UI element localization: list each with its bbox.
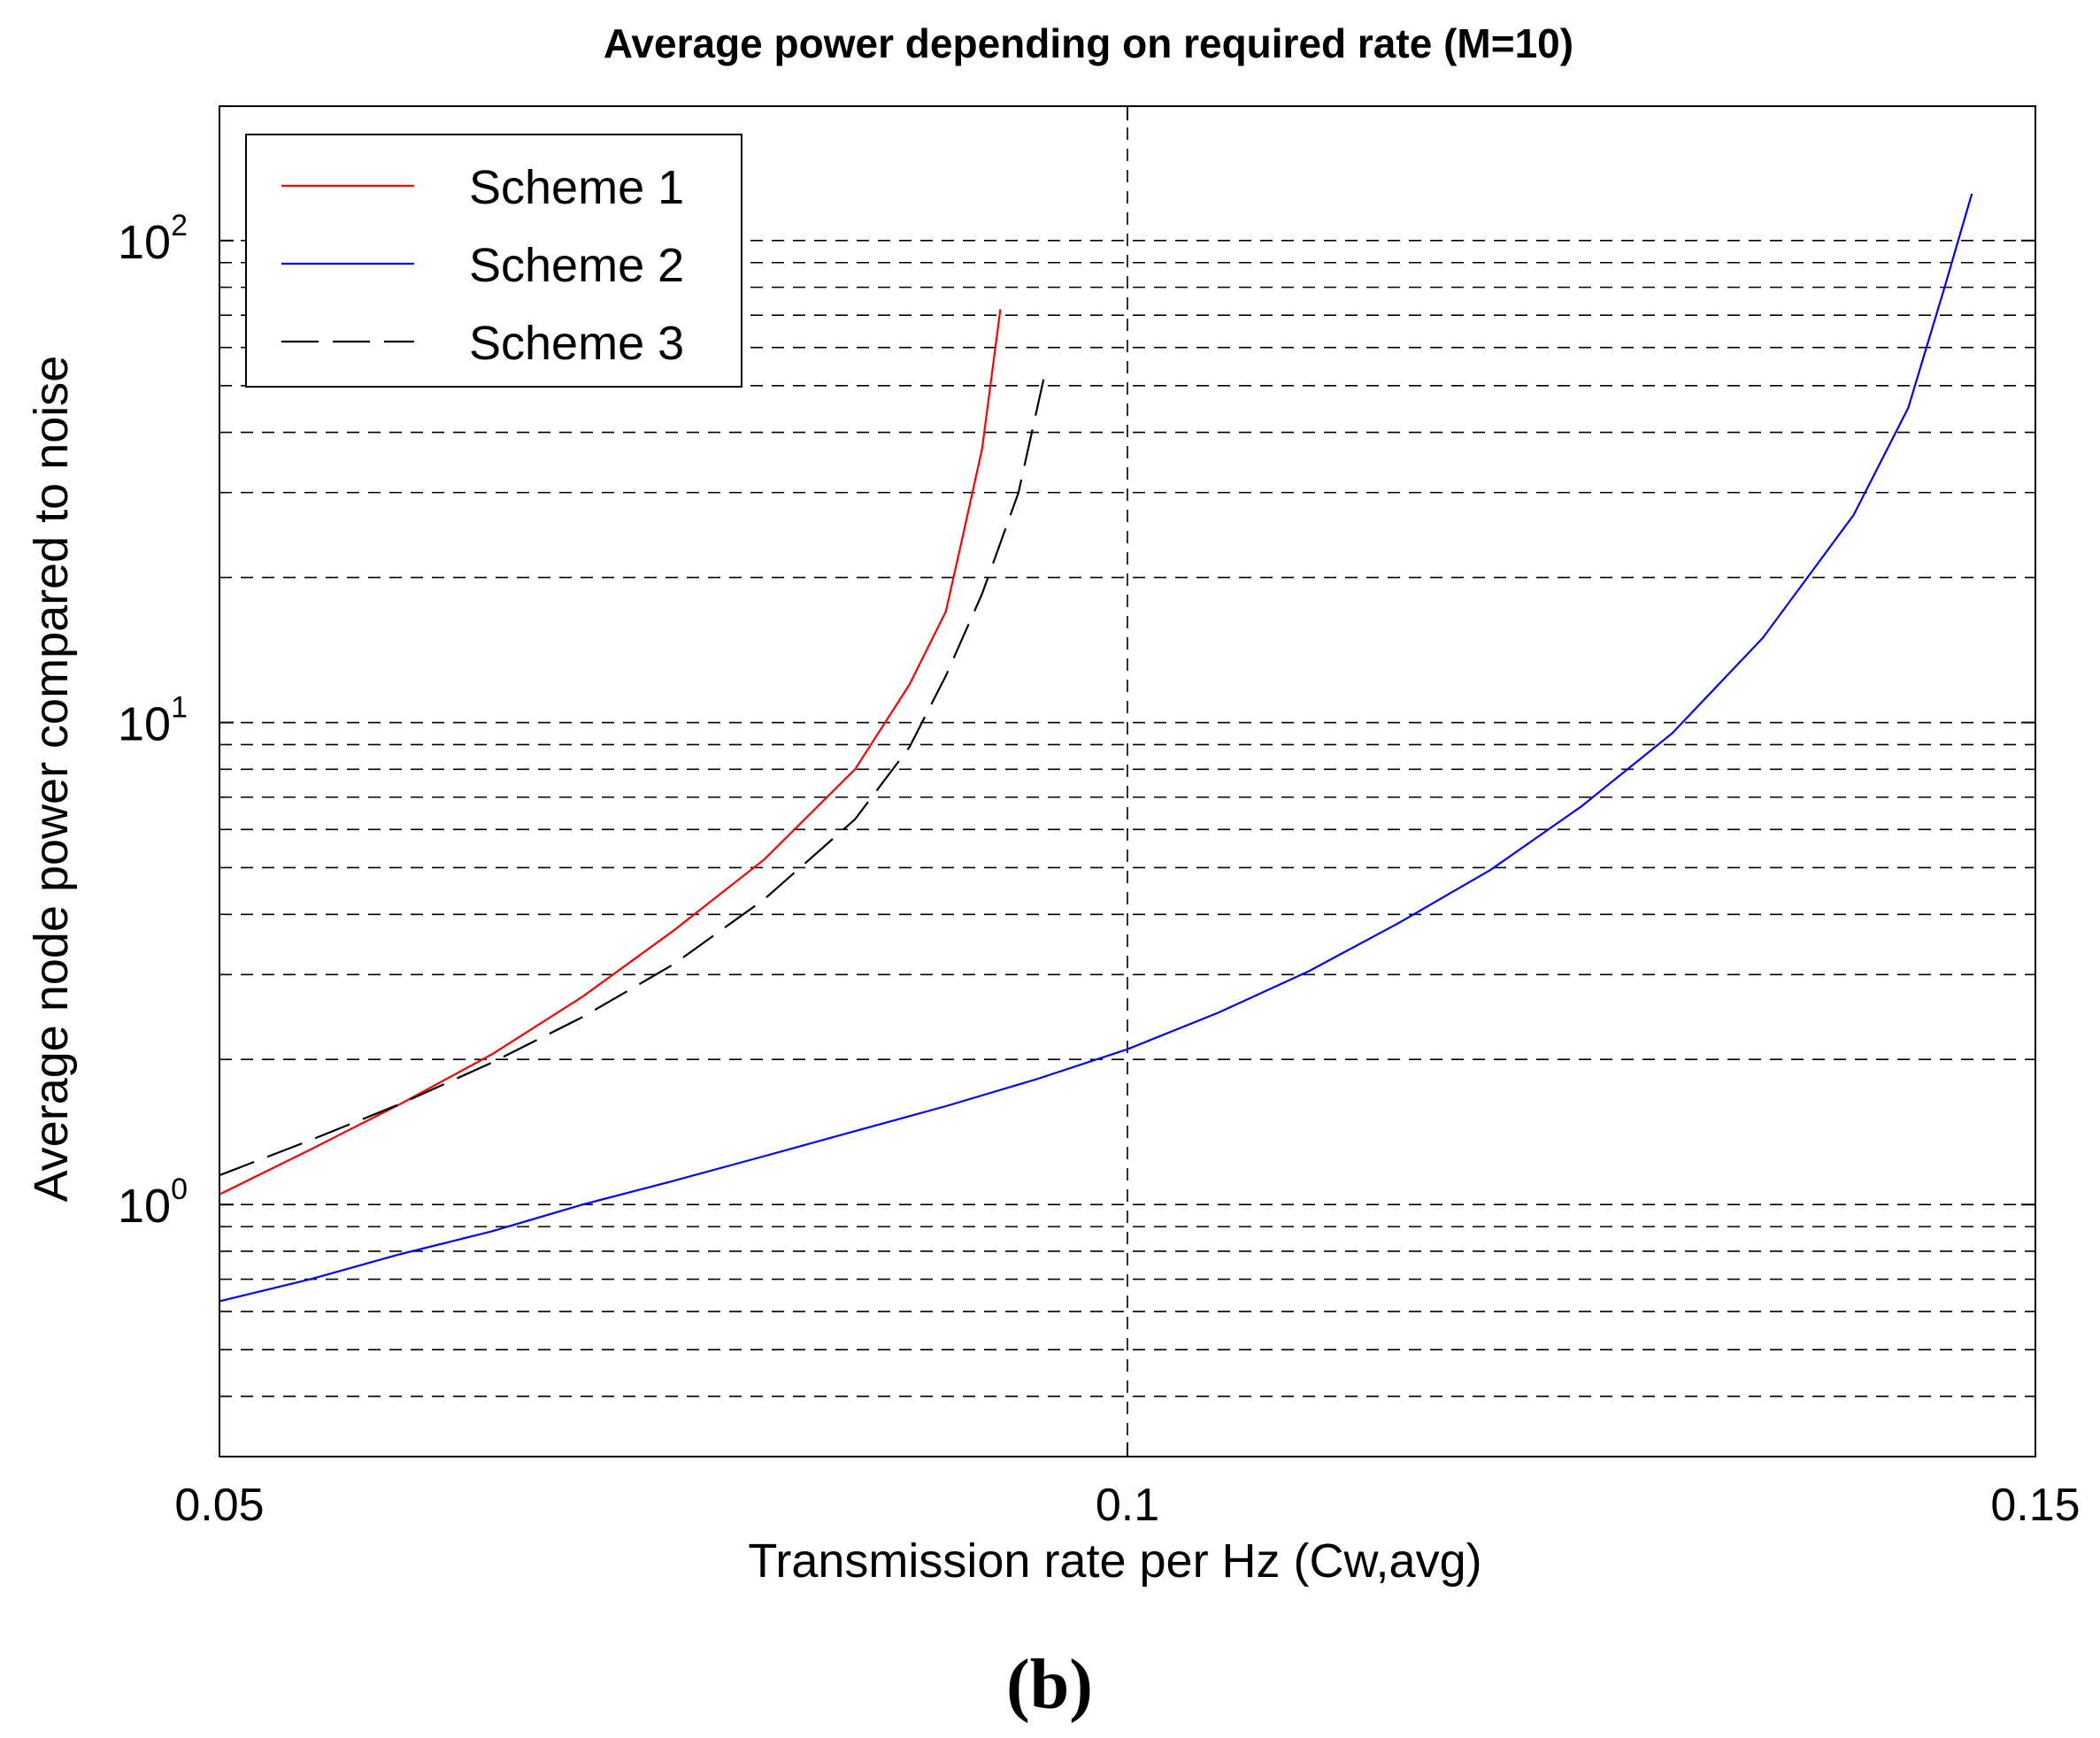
- series-line-scheme-1: [219, 309, 1002, 1196]
- legend-box: [245, 134, 742, 388]
- legend-label-scheme-1: Scheme 1: [469, 161, 684, 214]
- x-tick-label: 0.05: [174, 1480, 264, 1531]
- x-tick-label: 0.15: [1990, 1480, 2080, 1531]
- legend-label-scheme-3: Scheme 3: [469, 317, 684, 370]
- tick-marks: [219, 106, 2036, 1457]
- legend: Scheme 1 Scheme 2 Scheme 3: [245, 134, 742, 388]
- y-tick-label: 100: [118, 1173, 188, 1233]
- series-line-scheme-2: [219, 193, 1973, 1303]
- y-tick-label: 101: [118, 691, 188, 751]
- y-axis-label: Average node power compared to noise: [25, 356, 78, 1203]
- x-tick-label: 0.1: [1096, 1480, 1159, 1531]
- panel-label: (b): [1006, 1646, 1093, 1724]
- series-layer: [219, 193, 1973, 1303]
- x-axis-label: Transmission rate per Hz (Cw,avg): [748, 1534, 1481, 1588]
- tick-labels: 0.05 0.1 0.15 100 101 102: [118, 209, 2081, 1531]
- y-tick-label: 102: [118, 209, 188, 269]
- legend-label-scheme-2: Scheme 2: [469, 239, 684, 292]
- series-line-scheme-3: [219, 369, 1047, 1177]
- chart-title: Average power depending on required rate…: [604, 20, 1573, 66]
